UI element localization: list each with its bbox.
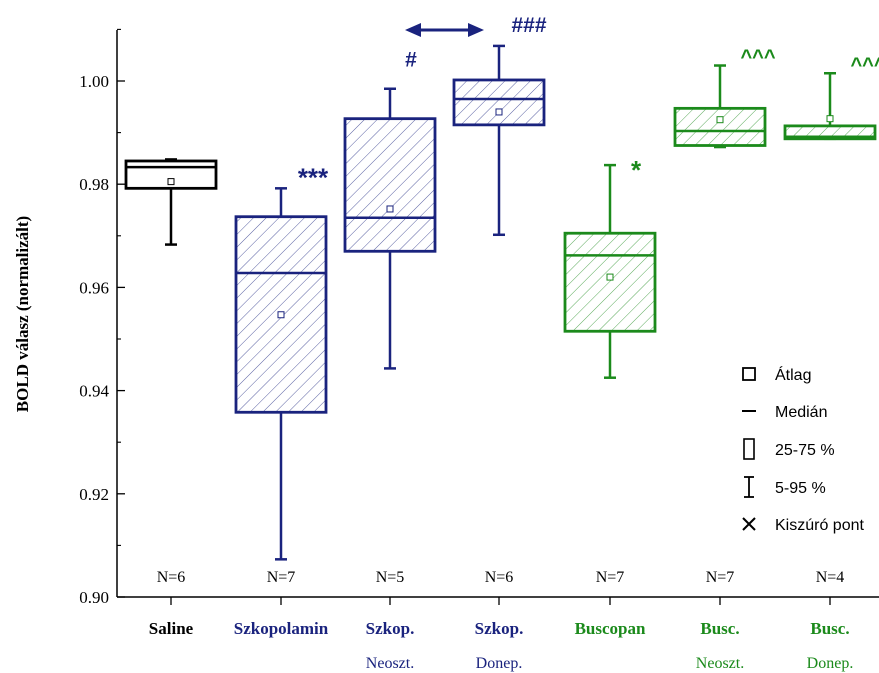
significance-mark: *** — [298, 162, 329, 192]
legend-label: Kiszúró pont — [775, 517, 864, 534]
category-label: Busc. — [700, 619, 739, 638]
labels: N=6 Saline N=7 Szkopolamin N=5 Szkop. Neoszt. N… — [149, 569, 854, 672]
legend-label: 25-75 % — [775, 442, 835, 459]
arrow-head-right — [468, 23, 484, 37]
comparison-arrow — [405, 23, 484, 37]
box-group: * — [563, 155, 657, 379]
box-group: # — [343, 49, 437, 370]
n-label: N=7 — [596, 569, 625, 586]
n-label: N=4 — [816, 569, 845, 586]
category-sublabel: Neoszt. — [696, 655, 744, 672]
significance-mark: * — [631, 155, 642, 185]
legend-item: 25-75 % — [743, 438, 835, 460]
boxes: ***####*^^^^^^ — [124, 14, 879, 561]
box-iqr — [343, 117, 437, 253]
box-iqr — [563, 231, 657, 333]
legend-x-symbol-b — [742, 517, 756, 531]
y-tick-label: 0.94 — [79, 382, 109, 401]
y-tick-label: 0.96 — [79, 278, 109, 297]
legend-mean-symbol — [742, 367, 756, 381]
category-sublabel: Donep. — [807, 655, 854, 672]
mean-marker — [277, 311, 285, 319]
n-label: N=5 — [376, 569, 405, 586]
category-label: Busc. — [810, 619, 849, 638]
axes: 0.90 0.92 0.94 0.96 0.98 1.00 BOLD válasz (nor… — [13, 28, 879, 607]
mean-marker — [826, 115, 834, 123]
legend-label: Medián — [775, 404, 827, 421]
box-iqr — [673, 106, 767, 147]
y-axis-label: BOLD válasz (normalizált) — [13, 216, 32, 412]
mean-marker — [386, 205, 394, 213]
n-label: N=7 — [706, 569, 735, 586]
y-tick-label: 1.00 — [79, 72, 109, 91]
n-label: N=6 — [157, 569, 186, 586]
significance-mark: # — [405, 49, 417, 72]
arrow-head-left — [405, 23, 421, 37]
category-sublabel: Donep. — [476, 655, 523, 672]
category-label: Szkop. — [475, 619, 524, 638]
category-label: Szkop. — [366, 619, 415, 638]
mean-marker — [167, 178, 175, 186]
legend-item: Kiszúró pont — [742, 517, 864, 534]
box-iqr — [124, 159, 218, 190]
y-tick-label: 0.98 — [79, 175, 109, 194]
legend-box-symbol — [743, 438, 755, 460]
y-tick-label: 0.92 — [79, 485, 109, 504]
y-tick-label: 0.90 — [79, 588, 109, 607]
mean-marker — [495, 108, 503, 116]
box-group: ### — [452, 14, 547, 237]
legend-item: 5-95 % — [744, 476, 826, 498]
legend-item: Medián — [742, 404, 827, 421]
box-group: ^^^ — [673, 47, 776, 149]
category-label: Saline — [149, 619, 194, 638]
box-group — [124, 158, 218, 246]
n-label: N=6 — [485, 569, 514, 586]
legend-label: Átlag — [775, 365, 811, 384]
legend-label: 5-95 % — [775, 480, 826, 497]
category-label: Buscopan — [575, 619, 646, 638]
significance-mark: ^^^ — [850, 54, 879, 76]
legend: Átlag Medián 25-75 % 5-95 % Kiszúró pont — [742, 365, 864, 534]
box-iqr — [452, 78, 546, 127]
box-group: *** — [234, 162, 329, 561]
legend-item: Átlag — [742, 365, 811, 384]
significance-mark: ^^^ — [740, 47, 775, 69]
n-label: N=7 — [267, 569, 296, 586]
mean-marker — [606, 273, 614, 281]
mean-marker — [716, 116, 724, 124]
significance-mark: ### — [511, 14, 546, 37]
category-label: Szkopolamin — [234, 619, 329, 638]
category-sublabel: Neoszt. — [366, 655, 414, 672]
box-group: ^^^ — [783, 54, 879, 141]
